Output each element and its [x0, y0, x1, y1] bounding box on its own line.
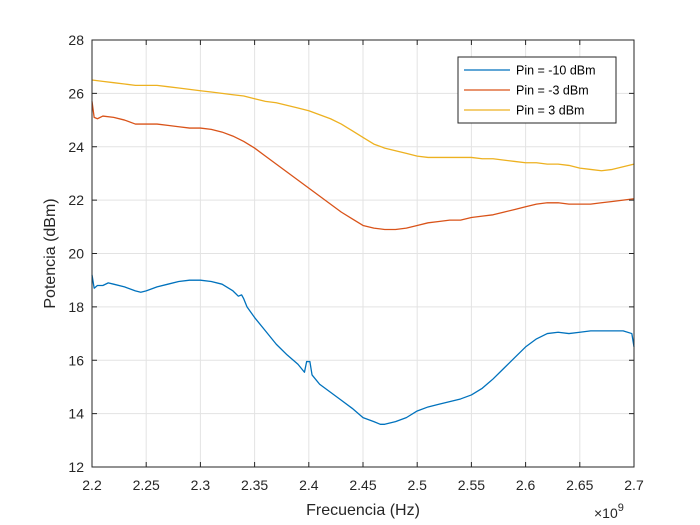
- x-tick-label: 2.45: [349, 477, 376, 493]
- x-tick-label: 2.7: [624, 477, 644, 493]
- y-tick-label: 12: [68, 459, 84, 475]
- y-axis-label: Potencia (dBm): [42, 198, 59, 308]
- x-tick-label: 2.2: [82, 477, 102, 493]
- x-exponent-label: ×109: [594, 502, 624, 521]
- x-tick-label: 2.55: [458, 477, 485, 493]
- series-line-1: [91, 274, 635, 425]
- series-line-2: [91, 101, 635, 231]
- series-line-3: [91, 79, 635, 172]
- y-tick-label: 26: [68, 85, 84, 101]
- y-tick-label: 16: [68, 352, 84, 368]
- y-tick-label: 22: [68, 192, 84, 208]
- legend-entry-label: Pin = 3 dBm: [516, 104, 584, 118]
- x-tick-label: 2.6: [516, 477, 536, 493]
- x-axis-label: Frecuencia (Hz): [306, 502, 420, 519]
- x-tick-label: 2.25: [133, 477, 160, 493]
- y-tick-label: 28: [68, 32, 84, 48]
- legend-entry-label: Pin = -10 dBm: [516, 64, 596, 78]
- legend-entry-label: Pin = -3 dBm: [516, 84, 589, 98]
- legend: Pin = -10 dBm Pin = -3 dBm Pin = 3 dBm: [457, 56, 617, 124]
- y-tick-label: 24: [68, 139, 84, 155]
- x-tick-label: 2.5: [407, 477, 427, 493]
- series-lines: [91, 79, 635, 425]
- x-tick-label: 2.65: [566, 477, 593, 493]
- y-tick-label: 18: [68, 299, 84, 315]
- x-tick-label: 2.3: [191, 477, 211, 493]
- x-exponent-power: 9: [618, 502, 624, 514]
- axis-ticks: 2.2 2.25 2.3 2.35 2.4 2.45 2.5 2.55 2.6 2.65 2.7 12…: [68, 32, 644, 493]
- y-tick-label: 14: [68, 406, 84, 422]
- y-tick-label: 20: [68, 246, 84, 262]
- x-tick-label: 2.4: [299, 477, 319, 493]
- x-tick-label: 2.35: [241, 477, 268, 493]
